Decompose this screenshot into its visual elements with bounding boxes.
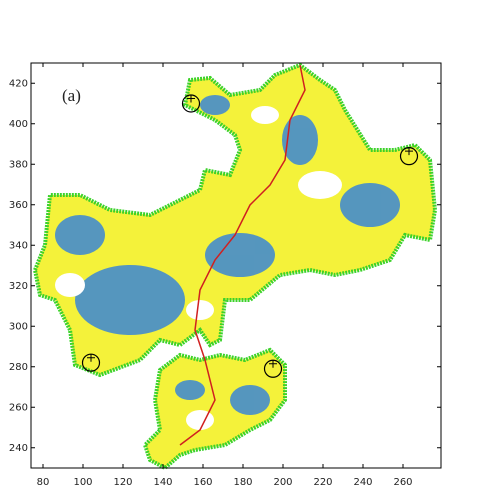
marker-cross <box>269 359 277 368</box>
y-tick-label: 300 <box>9 321 28 332</box>
plot-frame <box>30 62 442 469</box>
x-tick-label: 180 <box>233 477 252 488</box>
marker-cross <box>187 94 195 103</box>
x-tick-label: 100 <box>73 477 92 488</box>
cluster-holes <box>55 106 342 430</box>
y-tick-label: 380 <box>9 159 28 170</box>
x-tick-label: 200 <box>273 477 292 488</box>
marker-cross <box>87 353 95 362</box>
x-tick-label: 240 <box>353 477 372 488</box>
cluster <box>32 62 438 471</box>
y-tick-label: 240 <box>9 443 28 454</box>
x-tick-label: 260 <box>393 477 412 488</box>
y-tick-label: 340 <box>9 240 28 251</box>
x-tick-label: 220 <box>313 477 332 488</box>
backbone-path <box>179 64 306 446</box>
y-tick-label: 280 <box>9 362 28 373</box>
y-tick-label: 400 <box>9 119 28 130</box>
y-tick-label: 320 <box>9 281 28 292</box>
cluster-blue <box>55 95 400 415</box>
panel-label: (a) <box>62 86 81 105</box>
y-tick-label: 420 <box>9 78 28 89</box>
x-tick-label: 160 <box>193 477 212 488</box>
marker-cross <box>405 147 413 156</box>
cluster-lower <box>142 347 287 471</box>
y-tick-label: 260 <box>9 402 28 413</box>
x-tick-label: 140 <box>153 477 172 488</box>
y-tick-label: 360 <box>9 200 28 211</box>
x-tick-label: 120 <box>113 477 132 488</box>
x-tick-label: 80 <box>37 477 50 488</box>
